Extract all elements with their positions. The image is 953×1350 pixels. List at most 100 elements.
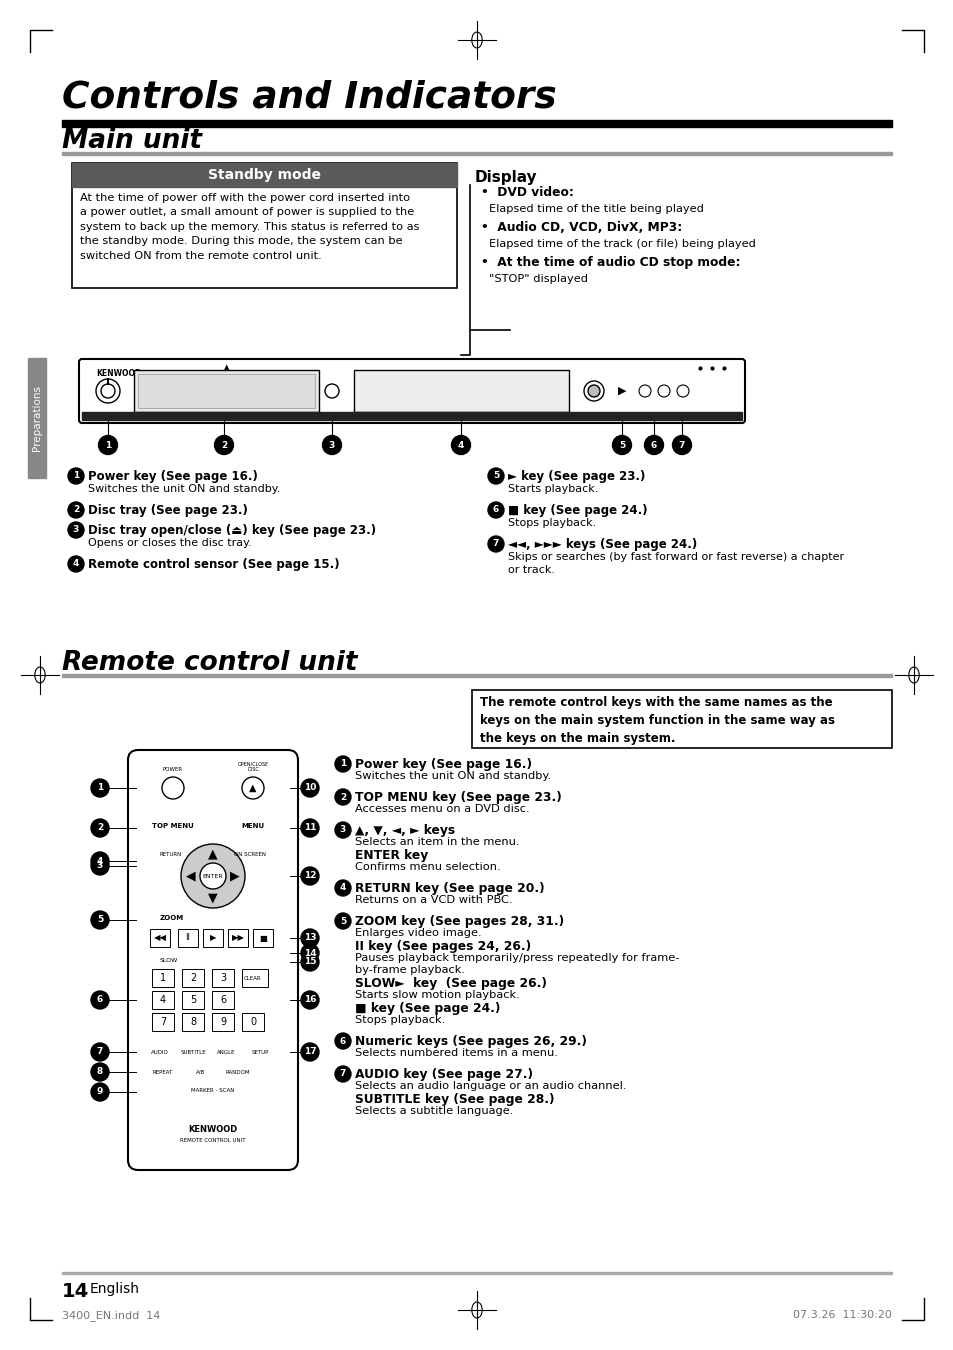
Circle shape: [91, 991, 109, 1008]
Text: 2: 2: [97, 824, 103, 833]
Text: 2: 2: [190, 973, 196, 983]
Bar: [354, 370, 568, 412]
Bar: [62, 153, 891, 154]
Text: 8: 8: [97, 1068, 103, 1076]
FancyBboxPatch shape: [79, 359, 744, 423]
Circle shape: [301, 929, 318, 946]
Text: ▲: ▲: [224, 364, 229, 370]
Bar: [150, 929, 170, 946]
Circle shape: [91, 911, 109, 929]
Text: CLEAR: CLEAR: [244, 976, 261, 980]
Text: ◀◀: ◀◀: [153, 933, 167, 942]
Text: Skips or searches (by fast forward or fast reverse) a chapter: Skips or searches (by fast forward or fa…: [507, 552, 843, 562]
Text: 1: 1: [160, 973, 166, 983]
Text: ZOOM: ZOOM: [160, 915, 184, 921]
Text: English: English: [90, 1282, 140, 1296]
Text: 15: 15: [303, 957, 315, 967]
Text: 6: 6: [493, 505, 498, 514]
Bar: [472, 690, 891, 748]
Text: Controls and Indicators: Controls and Indicators: [62, 80, 557, 116]
Text: ■: ■: [259, 933, 267, 942]
Text: Returns on a VCD with PBC.: Returns on a VCD with PBC.: [355, 895, 512, 905]
Text: 7: 7: [679, 440, 684, 450]
Text: Standby mode: Standby mode: [208, 167, 320, 182]
Text: 1: 1: [339, 760, 346, 768]
Text: ◀: ◀: [186, 869, 195, 883]
Text: ■ key (See page 24.): ■ key (See page 24.): [507, 504, 647, 517]
Text: REMOTE CONTROL UNIT: REMOTE CONTROL UNIT: [180, 1138, 246, 1142]
Text: 9: 9: [220, 1017, 226, 1027]
Text: Main unit: Main unit: [62, 128, 202, 154]
Circle shape: [658, 385, 669, 397]
Text: 4: 4: [72, 559, 79, 568]
Text: Display: Display: [475, 170, 537, 185]
Text: ON SCREEN: ON SCREEN: [233, 852, 266, 857]
Text: Remote control unit: Remote control unit: [62, 649, 357, 676]
Text: ENTER key: ENTER key: [355, 849, 428, 863]
Circle shape: [91, 1083, 109, 1102]
Text: AUDIO key (See page 27.): AUDIO key (See page 27.): [355, 1068, 533, 1081]
Text: Selects numbered items in a menu.: Selects numbered items in a menu.: [355, 1048, 558, 1058]
Text: II key (See pages 24, 26.): II key (See pages 24, 26.): [355, 940, 531, 953]
Text: Selects an audio language or an audio channel.: Selects an audio language or an audio ch…: [355, 1081, 626, 1091]
Text: Stops playback.: Stops playback.: [355, 1015, 445, 1025]
Circle shape: [200, 863, 226, 890]
Circle shape: [451, 436, 470, 455]
Text: Starts playback.: Starts playback.: [507, 485, 598, 494]
Circle shape: [242, 778, 264, 799]
Text: 10: 10: [303, 783, 315, 792]
Text: Enlarges video image.: Enlarges video image.: [355, 927, 481, 938]
Bar: [152, 1012, 173, 1031]
Text: 6: 6: [650, 440, 657, 450]
Text: ▼: ▼: [208, 891, 217, 904]
Text: ▶: ▶: [618, 386, 625, 396]
Text: ▶▶: ▶▶: [232, 933, 244, 942]
Text: 16: 16: [303, 995, 315, 1004]
Text: TOP MENU: TOP MENU: [152, 824, 193, 829]
Text: 1: 1: [72, 471, 79, 481]
Circle shape: [644, 436, 662, 455]
Bar: [82, 412, 741, 420]
Circle shape: [68, 502, 84, 518]
Text: Opens or closes the disc tray.: Opens or closes the disc tray.: [88, 539, 252, 548]
Circle shape: [335, 822, 351, 838]
Circle shape: [91, 857, 109, 875]
Text: POWER: POWER: [163, 767, 183, 772]
Text: 11: 11: [303, 824, 315, 833]
Bar: [182, 991, 204, 1008]
Text: ANGLE: ANGLE: [216, 1049, 235, 1054]
Text: SUBTITLE key (See page 28.): SUBTITLE key (See page 28.): [355, 1094, 554, 1106]
Circle shape: [68, 468, 84, 485]
Text: 12: 12: [303, 872, 315, 880]
Text: MENU: MENU: [241, 824, 264, 829]
Bar: [242, 1012, 264, 1031]
Text: 5: 5: [97, 915, 103, 925]
Circle shape: [488, 468, 503, 485]
Circle shape: [335, 788, 351, 805]
Text: RANDOM: RANDOM: [226, 1069, 250, 1075]
Circle shape: [301, 867, 318, 886]
Text: 4: 4: [96, 856, 103, 865]
Circle shape: [639, 385, 650, 397]
Text: Stops playback.: Stops playback.: [507, 518, 596, 528]
Text: Accesses menu on a DVD disc.: Accesses menu on a DVD disc.: [355, 805, 529, 814]
Text: 14: 14: [62, 1282, 90, 1301]
Circle shape: [96, 379, 120, 404]
Text: 5: 5: [493, 471, 498, 481]
Text: by-frame playback.: by-frame playback.: [355, 965, 464, 975]
Circle shape: [181, 844, 245, 909]
Circle shape: [98, 436, 117, 455]
Text: •  Audio CD, VCD, DivX, MP3:: • Audio CD, VCD, DivX, MP3:: [480, 221, 681, 234]
Bar: [62, 120, 891, 127]
Circle shape: [301, 779, 318, 796]
Circle shape: [214, 436, 233, 455]
Circle shape: [101, 383, 115, 398]
Circle shape: [301, 991, 318, 1008]
Text: SLOW: SLOW: [160, 958, 178, 963]
Bar: [28, 358, 46, 478]
Circle shape: [301, 1044, 318, 1061]
Text: Elapsed time of the title being played: Elapsed time of the title being played: [489, 204, 703, 215]
Text: •  At the time of audio CD stop mode:: • At the time of audio CD stop mode:: [480, 256, 740, 269]
Text: 6: 6: [339, 1037, 346, 1045]
Circle shape: [335, 880, 351, 896]
